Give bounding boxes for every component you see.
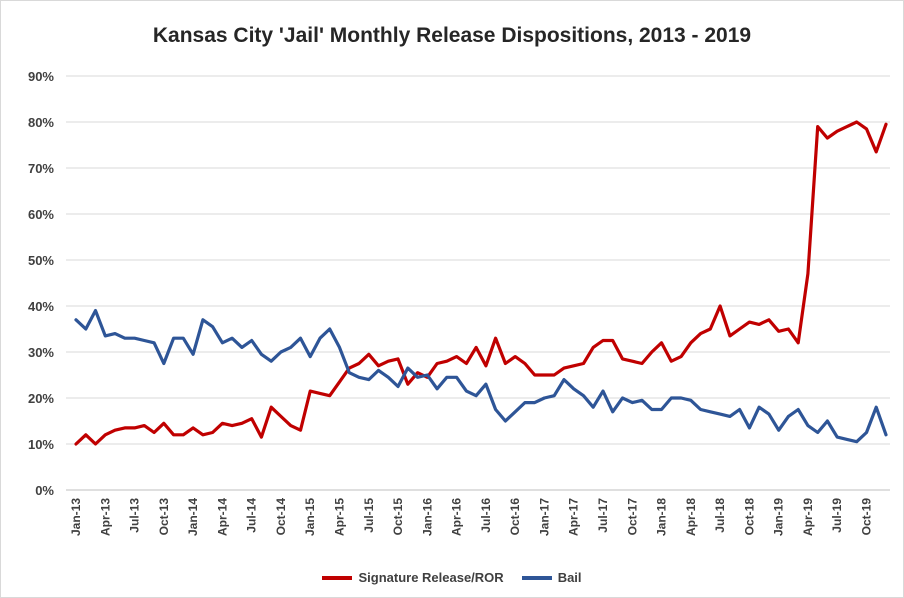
x-tick-label: Jul-19 bbox=[830, 498, 844, 533]
x-tick-label: Oct-16 bbox=[508, 498, 522, 536]
y-tick-label: 90% bbox=[28, 69, 54, 84]
legend-swatch-signature-release bbox=[322, 575, 353, 580]
x-tick-label: Apr-15 bbox=[332, 498, 346, 536]
x-tick-label: Jan-18 bbox=[655, 498, 669, 536]
x-tick-label: Jan-15 bbox=[303, 498, 317, 536]
x-tick-label: Jul-18 bbox=[713, 498, 727, 533]
x-axis: Jan-13 Apr-13 Jul-13 Oct-13 Jan-14 Apr-14 Jul-… bbox=[66, 489, 890, 536]
x-tick-label: Jul-14 bbox=[245, 498, 259, 533]
legend-label-bail: Bail bbox=[557, 570, 582, 585]
x-tick-label: Apr-19 bbox=[801, 498, 815, 536]
y-tick-label: 80% bbox=[28, 115, 54, 130]
x-tick-label: Jan-17 bbox=[537, 498, 551, 536]
legend-swatch-bail bbox=[521, 575, 552, 580]
x-tick-label: Oct-19 bbox=[859, 498, 873, 536]
gridlines bbox=[66, 75, 890, 491]
series-line-bail bbox=[74, 309, 888, 444]
x-tick-label: Jul-17 bbox=[596, 498, 610, 533]
y-tick-label: 60% bbox=[28, 207, 54, 222]
series-line-signature-release bbox=[74, 120, 888, 446]
legend-item-bail: Bail bbox=[521, 570, 582, 585]
series-lines bbox=[74, 120, 888, 446]
x-tick-label: Jan-16 bbox=[420, 498, 434, 536]
x-tick-label: Apr-14 bbox=[215, 498, 229, 536]
x-tick-label: Oct-13 bbox=[157, 498, 171, 536]
x-tick-label: Oct-17 bbox=[625, 498, 639, 536]
x-tick-label: Jan-13 bbox=[69, 498, 83, 536]
x-tick-label: Apr-17 bbox=[567, 498, 581, 536]
x-tick-label: Oct-18 bbox=[742, 498, 756, 536]
x-tick-label: Jul-15 bbox=[362, 498, 376, 533]
y-tick-label: 70% bbox=[28, 161, 54, 176]
x-tick-label: Oct-14 bbox=[274, 498, 288, 536]
x-tick-label: Oct-15 bbox=[391, 498, 405, 536]
y-tick-label: 0% bbox=[35, 483, 54, 498]
y-tick-label: 30% bbox=[28, 345, 54, 360]
legend-label-signature-release: Signature Release/ROR bbox=[358, 570, 504, 585]
x-tick-label: Apr-13 bbox=[98, 498, 112, 536]
legend: Signature Release/ROR Bail bbox=[0, 570, 904, 585]
x-tick-label: Jan-14 bbox=[186, 498, 200, 536]
y-tick-label: 50% bbox=[28, 253, 54, 268]
y-tick-label: 10% bbox=[28, 437, 54, 452]
x-tick-label: Jul-13 bbox=[128, 498, 142, 533]
chart-title: Kansas City 'Jail' Monthly Release Dispo… bbox=[152, 24, 752, 47]
y-axis: 0% 10% 20% 30% 40% 50% 60% 70% 80% 90% bbox=[28, 69, 54, 498]
x-tick-label: Apr-16 bbox=[450, 498, 464, 536]
legend-item-signature-release: Signature Release/ROR bbox=[322, 570, 504, 585]
x-tick-label: Apr-18 bbox=[684, 498, 698, 536]
y-tick-label: 20% bbox=[28, 391, 54, 406]
y-tick-label: 40% bbox=[28, 299, 54, 314]
x-tick-label: Jul-16 bbox=[479, 498, 493, 533]
x-tick-label: Jan-19 bbox=[772, 498, 786, 536]
